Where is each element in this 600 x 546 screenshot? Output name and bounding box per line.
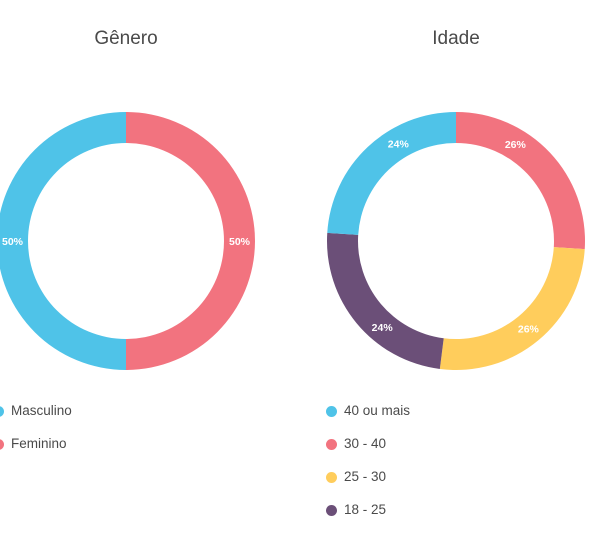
slice-30-40 — [456, 112, 585, 250]
legend-dot-icon — [326, 505, 337, 516]
chart-title-genero: Gênero — [94, 28, 158, 49]
legend-label: 25 - 30 — [344, 469, 387, 484]
slice-label: 50% — [229, 236, 251, 248]
slice-label: 24% — [388, 138, 410, 150]
legend-label: 30 - 40 — [344, 436, 387, 451]
slice-masculino — [0, 112, 126, 370]
slice-18-25 — [326, 232, 444, 369]
legend-label: Feminino — [11, 436, 67, 451]
slice-25-30 — [439, 247, 585, 370]
slice-label: 24% — [372, 322, 394, 334]
legend-label: 18 - 25 — [344, 502, 387, 517]
legend-dot-icon — [0, 439, 4, 450]
slice-label: 26% — [518, 323, 540, 335]
slice-label: 50% — [2, 236, 24, 248]
legend-label: 40 ou mais — [344, 403, 411, 418]
legend-dot-icon — [326, 406, 337, 417]
chart-title-idade: Idade — [432, 28, 480, 49]
legend-label: Masculino — [11, 403, 72, 418]
slice-40-ou-mais — [327, 112, 456, 235]
slice-feminino — [126, 112, 255, 370]
legend-dot-icon — [326, 439, 337, 450]
legend-dot-icon — [326, 472, 337, 483]
legend-dot-icon — [0, 406, 4, 417]
slice-label: 26% — [505, 139, 527, 151]
